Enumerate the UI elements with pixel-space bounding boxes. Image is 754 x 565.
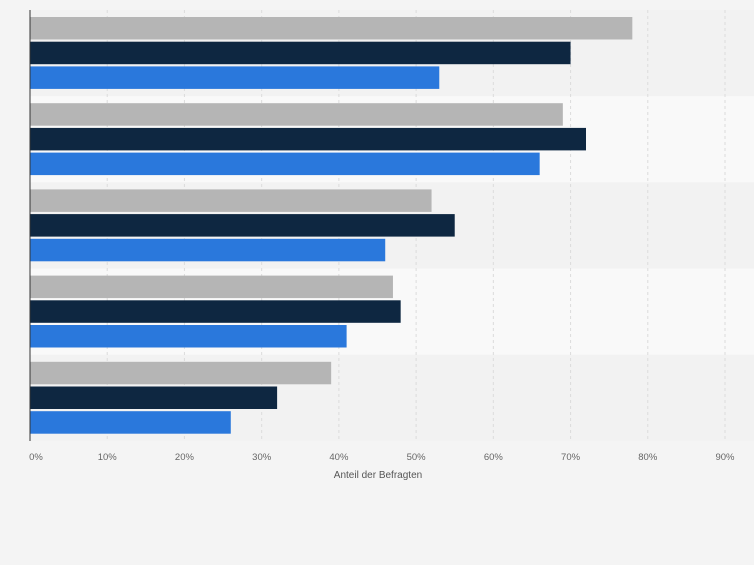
x-tick-label: 10% [98,452,118,463]
x-tick-label: 60% [484,452,504,463]
x-tick-label: 70% [561,452,581,463]
bar-series-1-group-5 [30,361,332,385]
bar-series-3-group-5 [30,411,231,434]
x-axis-label: Anteil der Befragten [334,470,422,481]
x-tick-label: 0% [29,452,43,463]
bar-series-3-group-4 [30,325,347,348]
bar-series-2-group-4 [30,300,401,323]
x-tick-label: 20% [175,452,195,463]
x-tick-label: 50% [407,452,427,463]
x-tick-label: 80% [638,452,658,463]
bar-series-3-group-2 [30,152,540,176]
x-tick-label: 30% [252,452,272,463]
bar-series-1-group-4 [30,275,393,299]
x-tick-label: 90% [715,452,735,463]
bar-series-2-group-3 [30,214,455,237]
bar-series-1-group-3 [30,189,432,212]
bar-series-1-group-2 [30,103,563,126]
bar-series-2-group-2 [30,127,586,151]
bar-series-2-group-1 [30,41,571,65]
bar-series-2-group-5 [30,386,278,409]
bar-series-3-group-3 [30,238,386,262]
bar-series-1-group-1 [30,17,633,40]
x-tick-label: 40% [329,452,349,463]
bar-series-3-group-1 [30,66,440,89]
